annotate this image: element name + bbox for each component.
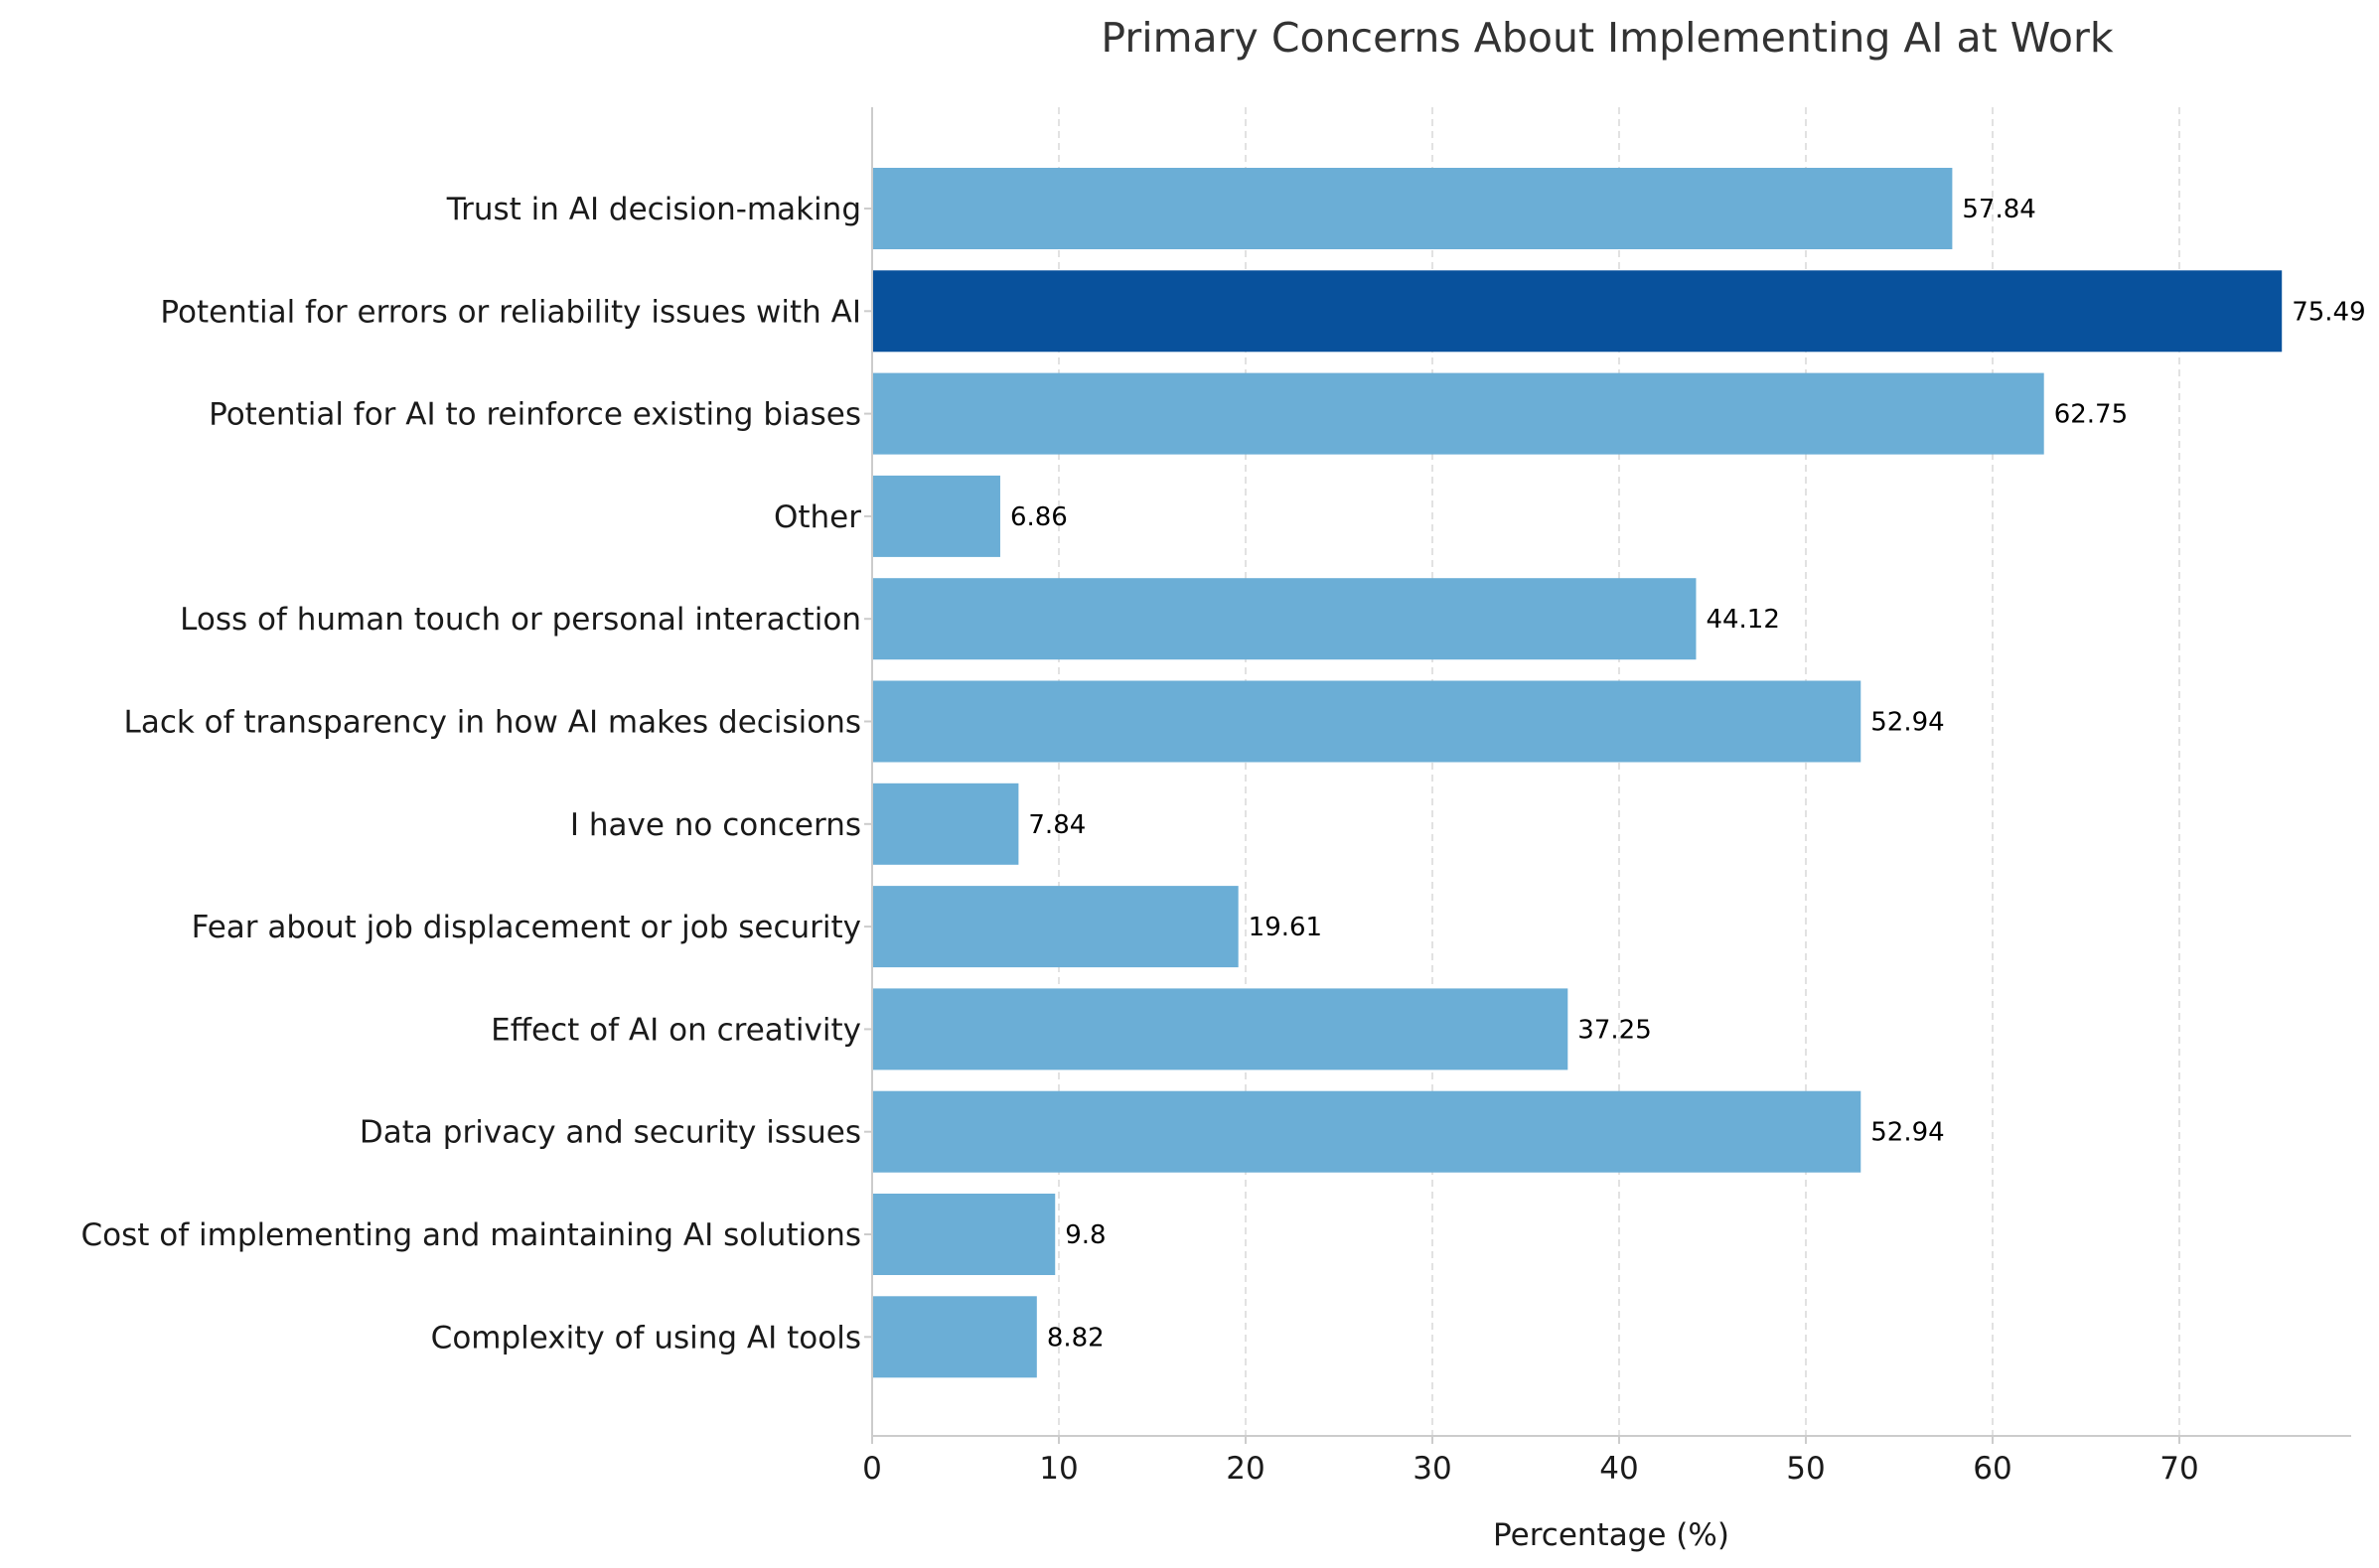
category-label-10: Cost of implementing and maintaining AI … — [81, 1217, 862, 1253]
axis-layer — [871, 107, 2351, 1437]
value-label-1: 75.49 — [2292, 297, 2365, 327]
category-label-3: Other — [774, 499, 861, 535]
category-label-9: Data privacy and security issues — [360, 1115, 861, 1151]
bar-10 — [872, 1194, 1056, 1275]
x-tick-label-70: 70 — [2159, 1451, 2198, 1487]
x-tick-label-40: 40 — [1599, 1451, 1638, 1487]
value-label-0: 57.84 — [1962, 195, 2035, 224]
category-label-4: Loss of human touch or personal interact… — [180, 602, 861, 638]
bar-7 — [872, 886, 1239, 968]
x-tick-label-0: 0 — [862, 1451, 882, 1487]
category-label-5: Lack of transparency in how AI makes dec… — [124, 705, 861, 741]
x-tick-label-10: 10 — [1039, 1451, 1078, 1487]
category-label-2: Potential for AI to reinforce existing b… — [209, 397, 861, 433]
bar-6 — [872, 783, 1019, 865]
value-label-6: 7.84 — [1028, 810, 1086, 840]
category-label-7: Fear about job displacement or job secur… — [192, 910, 861, 945]
category-label-1: Potential for errors or reliability issu… — [160, 294, 861, 330]
x-tick-label-30: 30 — [1413, 1451, 1451, 1487]
label-layer: Trust in AI decision-making 57.84 Potentia… — [81, 192, 2366, 1355]
category-label-8: Effect of AI on creativity — [491, 1012, 861, 1048]
value-label-10: 9.8 — [1065, 1220, 1106, 1250]
bar-layer — [872, 168, 2283, 1378]
tick-layer: 0 10 20 30 40 50 60 70 — [862, 208, 2199, 1487]
bar-5 — [872, 680, 1861, 763]
value-label-11: 8.82 — [1047, 1323, 1105, 1353]
bar-2 — [872, 372, 2044, 455]
value-label-4: 44.12 — [1706, 605, 1779, 635]
x-tick-label-60: 60 — [1973, 1451, 2011, 1487]
value-label-8: 37.25 — [1577, 1015, 1651, 1045]
value-label-2: 62.75 — [2054, 400, 2128, 430]
x-tick-label-20: 20 — [1226, 1451, 1264, 1487]
x-axis-title: Percentage (%) — [1493, 1517, 1729, 1553]
value-label-5: 52.94 — [1870, 708, 1944, 738]
category-label-0: Trust in AI decision-making — [446, 192, 861, 227]
x-tick-label-50: 50 — [1786, 1451, 1825, 1487]
bar-0 — [872, 168, 1953, 249]
bar-3 — [872, 475, 1000, 557]
bar-4 — [872, 578, 1697, 660]
bar-8 — [872, 988, 1568, 1070]
category-label-6: I have no concerns — [570, 807, 861, 843]
bar-11 — [872, 1296, 1037, 1378]
chart-title: Primary Concerns About Implementing AI a… — [1101, 14, 2114, 62]
value-label-7: 19.61 — [1249, 913, 1322, 942]
category-label-11: Complexity of using AI tools — [431, 1320, 861, 1355]
bar-1 — [872, 270, 2283, 353]
value-label-3: 6.86 — [1010, 502, 1068, 532]
bar-9 — [872, 1090, 1861, 1173]
value-label-9: 52.94 — [1870, 1118, 1944, 1148]
